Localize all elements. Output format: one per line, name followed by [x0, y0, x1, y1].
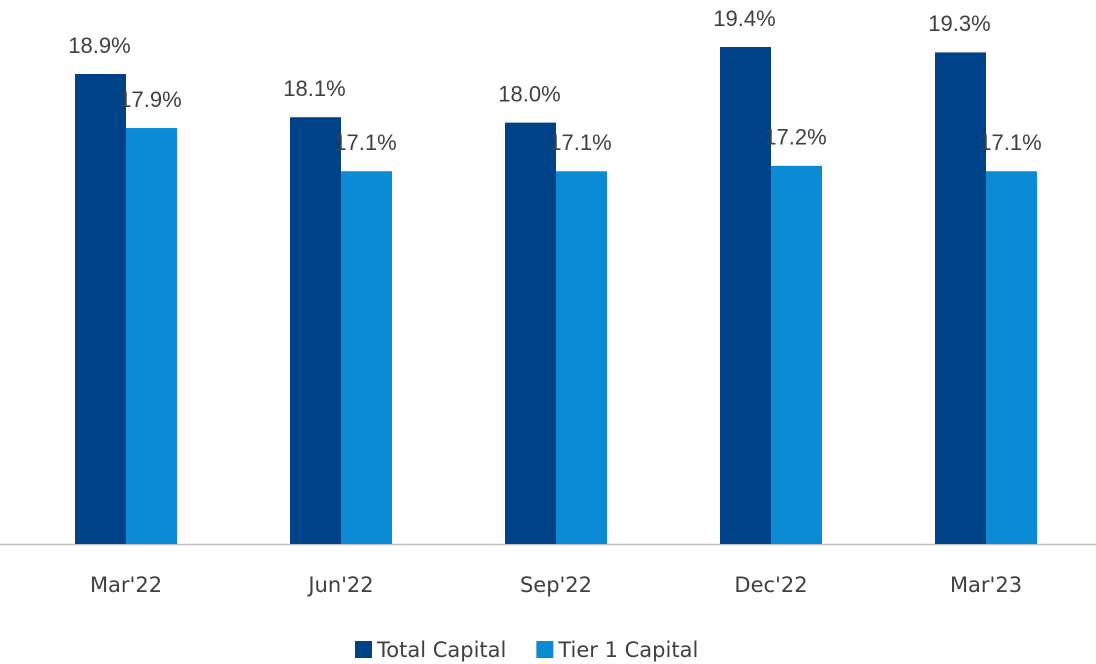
bar	[720, 46, 771, 544]
bar	[935, 52, 986, 545]
legend-swatch	[536, 641, 554, 658]
data-label: 17.1%	[979, 130, 1041, 155]
legend-label: Total Capital	[376, 638, 506, 662]
legend-swatch	[355, 641, 372, 658]
bar	[986, 171, 1037, 544]
x-tick-label: Jun'22	[306, 573, 373, 597]
bar	[556, 171, 607, 544]
data-label: 17.1%	[549, 130, 611, 155]
bar	[290, 117, 341, 544]
data-label: 17.9%	[119, 87, 181, 112]
x-tick-label: Mar'22	[90, 573, 162, 597]
x-tick-label: Sep'22	[520, 573, 592, 597]
x-tick-label: Mar'23	[950, 573, 1022, 597]
bar	[505, 122, 556, 545]
bar	[341, 171, 392, 544]
data-label: 17.2%	[764, 125, 826, 150]
legend-label: Tier 1 Capital	[557, 638, 698, 662]
bar	[75, 74, 126, 544]
x-tick-label: Dec'22	[734, 573, 807, 597]
bar	[771, 165, 822, 544]
data-label: 19.3%	[928, 11, 990, 36]
data-label: 18.9%	[68, 33, 130, 58]
data-label: 18.1%	[283, 76, 345, 101]
data-label: 17.1%	[334, 130, 396, 155]
data-label: 18.0%	[498, 81, 560, 106]
data-label: 19.4%	[713, 6, 775, 31]
bar	[126, 128, 177, 544]
